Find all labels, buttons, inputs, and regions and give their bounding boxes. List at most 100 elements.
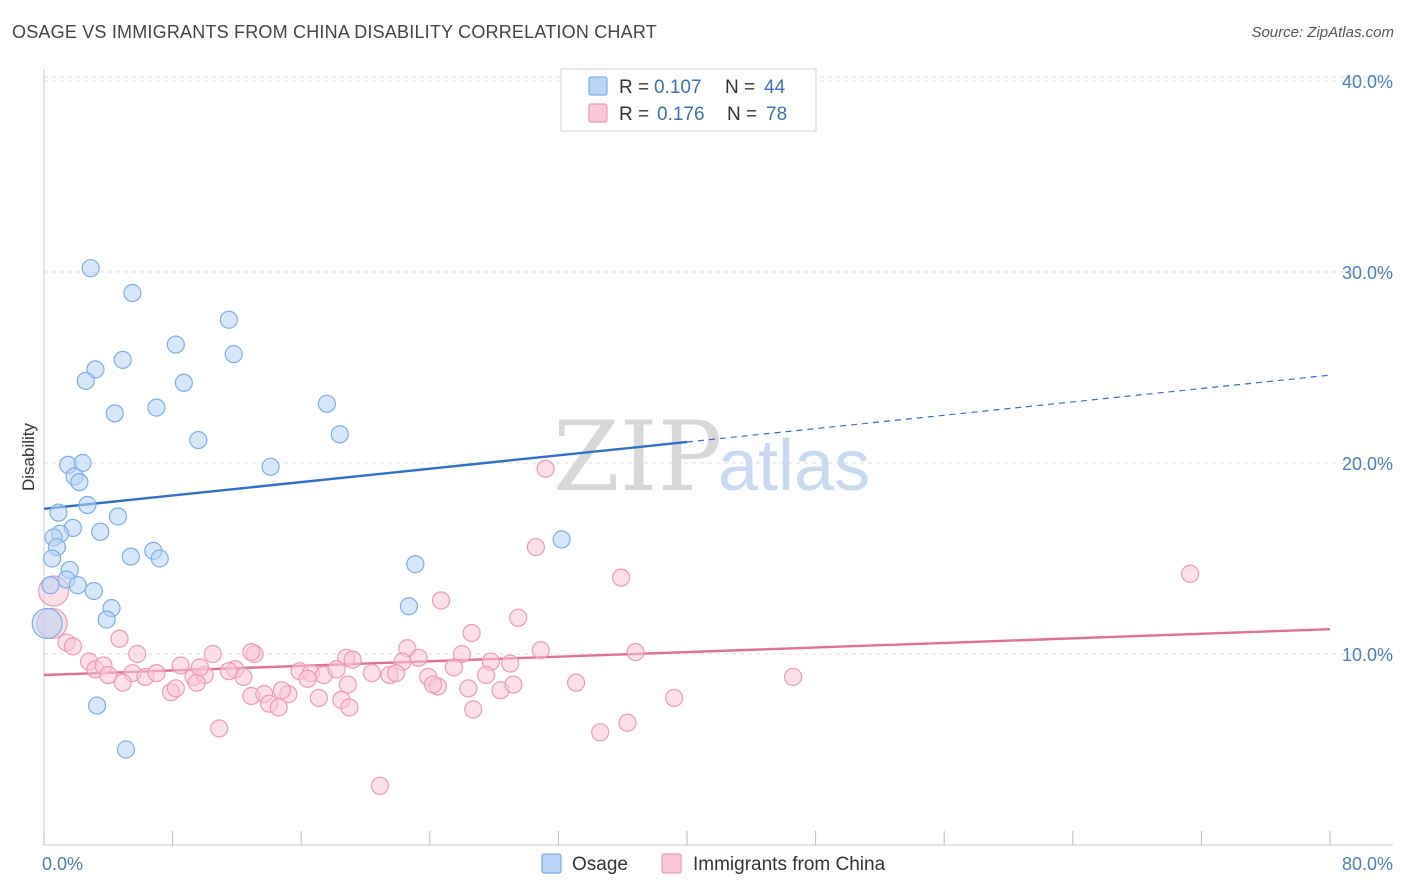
point-1-42 bbox=[99, 665, 118, 685]
point-1-69 bbox=[190, 658, 210, 677]
point-1-43 bbox=[113, 673, 132, 692]
point-0-4 bbox=[224, 345, 243, 364]
point-0-14 bbox=[261, 457, 280, 476]
y-tick-label-1: 20.0% bbox=[1342, 454, 1393, 474]
point-1-64 bbox=[618, 713, 637, 732]
point-0-39 bbox=[399, 597, 419, 616]
point-0-36 bbox=[68, 576, 87, 595]
point-1-10 bbox=[63, 637, 83, 656]
point-0-5 bbox=[113, 350, 132, 369]
point-1-65 bbox=[370, 776, 390, 795]
point-0-37 bbox=[84, 581, 103, 601]
point-1-13 bbox=[531, 641, 550, 660]
axes bbox=[43, 69, 1393, 846]
point-0-3 bbox=[166, 335, 185, 354]
point-0-16 bbox=[73, 453, 92, 473]
point-1-53 bbox=[459, 679, 478, 698]
legend-r-label-2: R = bbox=[619, 104, 649, 125]
point-1-50 bbox=[309, 688, 328, 708]
x-tick-label-1: 80.0% bbox=[1342, 854, 1393, 874]
x-tick-label-0: 0.0% bbox=[42, 854, 83, 874]
point-1-45 bbox=[166, 679, 185, 698]
point-1-75 bbox=[409, 648, 428, 667]
point-1-14 bbox=[626, 642, 645, 662]
point-1-23 bbox=[501, 654, 520, 673]
point-1-15 bbox=[452, 644, 472, 664]
point-1-30 bbox=[171, 656, 190, 675]
chart-title: OSAGE VS IMMIGRANTS FROM CHINA DISABILIT… bbox=[12, 22, 657, 42]
y-tick-label-3: 40.0% bbox=[1342, 72, 1393, 92]
series-legend: Osage Immigrants from China bbox=[541, 853, 886, 875]
point-0-32 bbox=[406, 555, 425, 574]
point-1-55 bbox=[504, 675, 523, 694]
watermark-atlas: atlas bbox=[718, 426, 870, 506]
point-0-42 bbox=[87, 696, 107, 715]
series-points-0 bbox=[31, 259, 571, 759]
point-0-7 bbox=[76, 371, 95, 390]
point-0-9 bbox=[147, 398, 166, 417]
point-0-43 bbox=[116, 740, 136, 759]
series-swatch-china bbox=[661, 853, 682, 874]
point-1-58 bbox=[783, 667, 803, 687]
point-0-41 bbox=[97, 610, 116, 629]
point-1-63 bbox=[591, 723, 610, 742]
point-0-23 bbox=[91, 522, 110, 541]
legend-n-value-2: 78 bbox=[766, 104, 787, 125]
point-1-40 bbox=[386, 663, 406, 683]
point-1-4 bbox=[431, 591, 451, 610]
point-0-12 bbox=[330, 425, 349, 444]
point-1-38 bbox=[327, 660, 346, 679]
legend-r-label-1: R = bbox=[619, 77, 649, 98]
point-1-11 bbox=[110, 629, 129, 648]
point-1-3 bbox=[611, 568, 631, 587]
point-0-19 bbox=[78, 495, 97, 515]
point-1-71 bbox=[272, 681, 292, 700]
stats-legend: R = 0.107 N = 44 R = 0.176 N = 78 bbox=[560, 68, 817, 132]
series-points-1 bbox=[36, 459, 1200, 795]
point-0-29 bbox=[121, 547, 140, 566]
point-0-0 bbox=[81, 259, 100, 278]
y-tick-label-0: 10.0% bbox=[1342, 645, 1393, 665]
legend-n-label-1: N = bbox=[725, 77, 755, 98]
point-1-76 bbox=[444, 658, 464, 677]
point-1-59 bbox=[210, 719, 229, 738]
point-1-72 bbox=[298, 669, 317, 688]
legend-n-value-1: 44 bbox=[764, 77, 786, 98]
point-1-16 bbox=[203, 644, 222, 664]
point-0-40 bbox=[31, 607, 63, 640]
point-1-5 bbox=[509, 608, 528, 627]
point-0-2 bbox=[219, 310, 238, 329]
point-1-66 bbox=[269, 698, 288, 717]
point-0-35 bbox=[41, 576, 60, 595]
point-1-70 bbox=[219, 662, 238, 681]
point-1-67 bbox=[423, 675, 443, 694]
legend-n-label-2: N = bbox=[727, 104, 757, 125]
point-1-68 bbox=[128, 644, 147, 664]
x-tick-labels: 0.0% 80.0% bbox=[42, 854, 1393, 874]
point-1-29 bbox=[147, 663, 166, 683]
legend-swatch-osage bbox=[588, 76, 608, 96]
legend-r-value-1: 0.107 bbox=[654, 77, 702, 98]
point-0-1 bbox=[123, 283, 142, 303]
point-0-31 bbox=[42, 549, 62, 568]
point-1-62 bbox=[464, 700, 483, 719]
point-0-13 bbox=[189, 430, 208, 450]
legend-r-value-2: 0.176 bbox=[657, 104, 705, 125]
y-tick-label-2: 30.0% bbox=[1342, 263, 1393, 283]
y-axis-title: Disability bbox=[19, 422, 38, 491]
point-0-21 bbox=[108, 507, 128, 526]
point-1-0 bbox=[536, 459, 555, 478]
point-0-11 bbox=[317, 394, 337, 413]
series-label-osage: Osage bbox=[572, 854, 628, 875]
source-label: Source: ZipAtlas.com bbox=[1251, 24, 1394, 41]
point-0-18 bbox=[70, 473, 89, 492]
point-1-57 bbox=[665, 688, 684, 708]
point-0-10 bbox=[105, 404, 124, 423]
trend-line-ext-0 bbox=[686, 374, 1331, 443]
point-0-20 bbox=[49, 503, 68, 522]
point-1-77 bbox=[476, 665, 496, 685]
y-tick-labels: 10.0% 20.0% 30.0% 40.0% bbox=[1342, 72, 1393, 665]
watermark: ZIP atlas bbox=[553, 401, 870, 513]
point-1-18 bbox=[242, 642, 261, 662]
point-1-46 bbox=[187, 673, 206, 692]
